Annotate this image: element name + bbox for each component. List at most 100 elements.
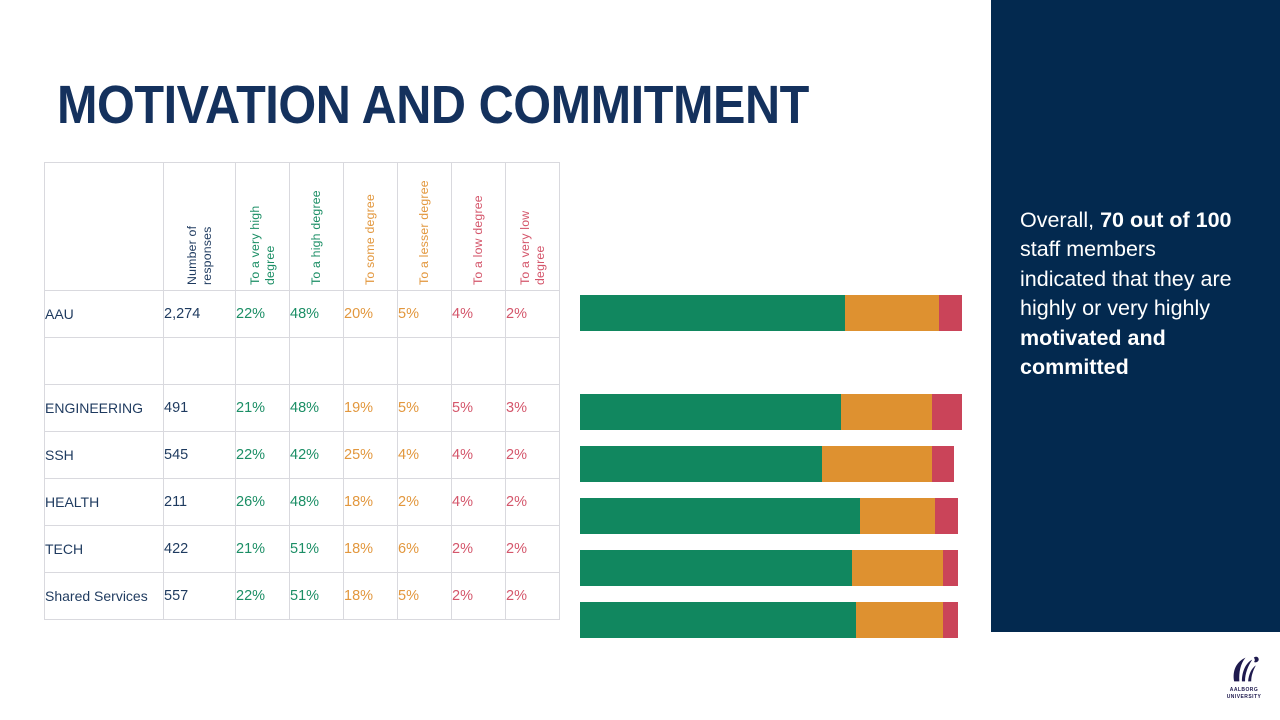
column-header: To a lesser degree: [397, 162, 452, 291]
column-header-label: To a high degree: [309, 190, 323, 285]
percentage-value: 51%: [289, 572, 344, 620]
responses-value: 211: [163, 478, 236, 526]
column-header-label: Number of responses: [184, 225, 214, 285]
percentage-value: 6%: [397, 525, 452, 573]
row-label: TECH: [44, 525, 164, 573]
column-header: Number of responses: [163, 162, 236, 291]
bar-segment-orange: [840, 394, 932, 430]
bar-segment-orange: [852, 550, 943, 586]
stacked-bar: [580, 550, 980, 586]
summary-text: Overall, 70 out of 100 staff members ind…: [1020, 206, 1238, 382]
bar-segment-green: [580, 602, 856, 638]
aau-logo-icon: [1233, 656, 1259, 682]
aau-logo-line1: AALBORG: [1229, 687, 1259, 693]
percentage-value: 18%: [343, 525, 398, 573]
column-header-label: To a very low degree: [517, 210, 547, 285]
stacked-bar: [580, 295, 980, 331]
percentage-value: 48%: [289, 478, 344, 526]
percentage-value: [505, 337, 560, 385]
percentage-value: 22%: [235, 290, 290, 338]
column-header-label: To a low degree: [471, 195, 485, 285]
percentage-value: [451, 337, 506, 385]
column-header-label: To a very high degree: [247, 205, 277, 285]
bar-row-aau: [580, 295, 980, 342]
table-row: HEALTH 211 26% 48% 18% 2% 4% 2%: [44, 478, 560, 526]
row-label: Shared Services: [44, 572, 164, 620]
bar-segment-green: [580, 550, 853, 586]
summary-panel: Overall, 70 out of 100 staff members ind…: [991, 0, 1280, 632]
percentage-value: 2%: [505, 290, 560, 338]
responses-value: 557: [163, 572, 236, 620]
stacked-bar: [580, 602, 980, 638]
summary-plain: Overall,: [1020, 208, 1101, 232]
percentage-value: 42%: [289, 431, 344, 479]
responses-value: 491: [163, 384, 236, 432]
bar-segment-red: [942, 550, 958, 586]
table-header: Number of responses To a very high degree…: [44, 162, 560, 291]
bar-row-engineering: [580, 394, 980, 441]
column-header: To a very low degree: [505, 162, 560, 291]
percentage-value: 4%: [397, 431, 452, 479]
percentage-value: 5%: [397, 290, 452, 338]
summary-plain: staff members indicated that they are hi…: [1020, 237, 1232, 321]
percentage-value: 21%: [235, 525, 290, 573]
aau-logo-label: AALBORG UNIVERSITY: [1218, 687, 1270, 700]
column-header-label: To some degree: [363, 194, 377, 285]
responses-value: 2,274: [163, 290, 236, 338]
percentage-value: 2%: [505, 525, 560, 573]
row-label: HEALTH: [44, 478, 164, 526]
bar-segment-orange: [844, 295, 940, 331]
table-body: AAU 2,274 22% 48% 20% 5% 4% 2% ENGINEERING 491 21%…: [44, 290, 560, 620]
bar-segment-green: [580, 295, 845, 331]
row-label: ENGINEERING: [44, 384, 164, 432]
bar-segment-green: [580, 394, 841, 430]
header-cell-empty: [44, 162, 164, 291]
percentage-value: 5%: [397, 572, 452, 620]
column-header-label: To a lesser degree: [417, 180, 431, 285]
table-row: AAU 2,274 22% 48% 20% 5% 4% 2%: [44, 290, 560, 338]
bar-segment-red: [931, 394, 962, 430]
table-row: SSH 545 22% 42% 25% 4% 4% 2%: [44, 431, 560, 479]
bar-segment-orange: [859, 498, 936, 534]
percentage-value: 4%: [451, 290, 506, 338]
table-row: ENGINEERING 491 21% 48% 19% 5% 5% 3%: [44, 384, 560, 432]
percentage-value: 2%: [505, 478, 560, 526]
percentage-value: 4%: [451, 431, 506, 479]
percentage-value: 21%: [235, 384, 290, 432]
bar-row-shared-services: [580, 602, 980, 649]
stacked-bar-chart: [580, 290, 980, 649]
percentage-value: 48%: [289, 384, 344, 432]
table-row-empty: [44, 337, 560, 385]
percentage-value: 2%: [451, 572, 506, 620]
responses-value: [163, 337, 236, 385]
percentage-value: [289, 337, 344, 385]
summary-emphasis: motivated and committed: [1020, 325, 1166, 380]
bar-row-spacer: [580, 342, 980, 389]
bar-segment-red: [935, 498, 958, 534]
percentage-value: 51%: [289, 525, 344, 573]
row-label: [44, 337, 164, 385]
percentage-value: 18%: [343, 478, 398, 526]
column-header: To a high degree: [289, 162, 344, 291]
stacked-bar: [580, 446, 980, 482]
row-label: SSH: [44, 431, 164, 479]
aau-logo-line2: UNIVERSITY: [1226, 693, 1262, 700]
percentage-value: 48%: [289, 290, 344, 338]
percentage-value: 22%: [235, 572, 290, 620]
percentage-value: 22%: [235, 431, 290, 479]
bar-segment-green: [580, 498, 860, 534]
percentage-value: 20%: [343, 290, 398, 338]
percentage-value: [235, 337, 290, 385]
results-table: Number of responses To a very high degree…: [44, 162, 560, 620]
bar-segment-orange: [821, 446, 932, 482]
percentage-value: [397, 337, 452, 385]
row-label: AAU: [44, 290, 164, 338]
stacked-bar: [580, 498, 980, 534]
percentage-value: 2%: [505, 572, 560, 620]
bar-row-ssh: [580, 446, 980, 493]
table-row: TECH 422 21% 51% 18% 6% 2% 2%: [44, 525, 560, 573]
bar-row-health: [580, 498, 980, 545]
aau-logo: AALBORG UNIVERSITY: [1218, 655, 1270, 700]
responses-value: 545: [163, 431, 236, 479]
